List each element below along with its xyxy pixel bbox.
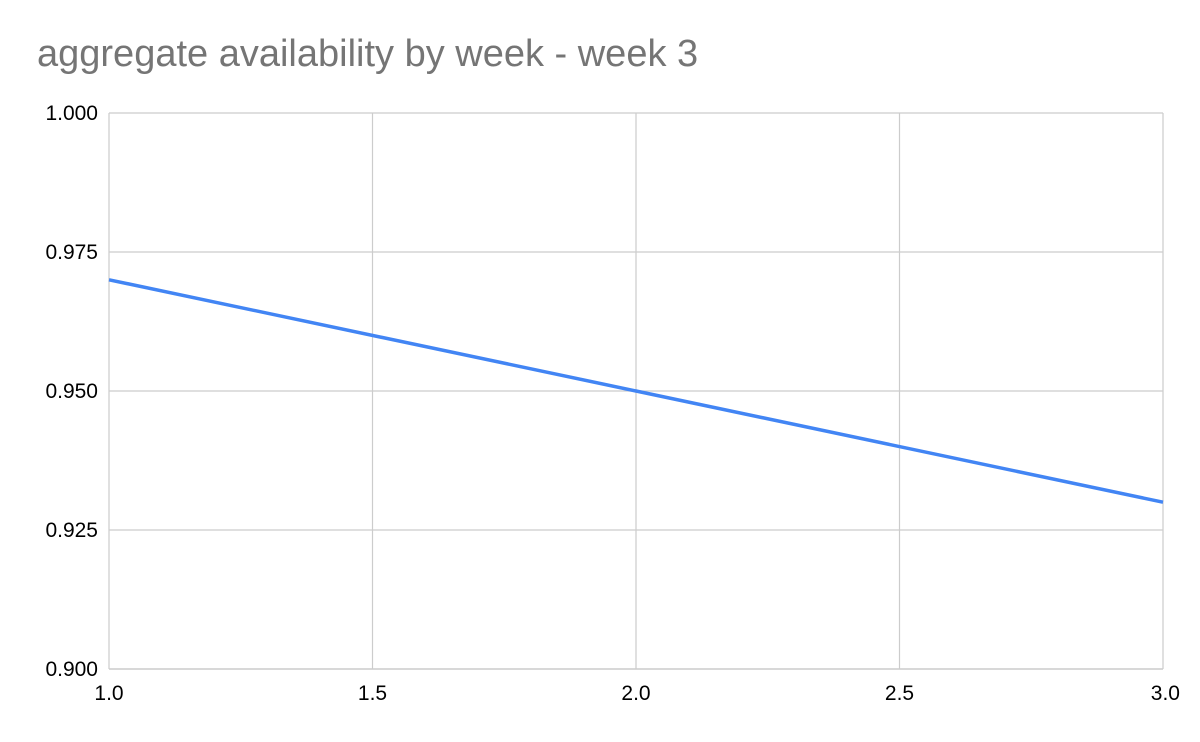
y-tick-label: 0.950 — [45, 380, 98, 403]
axis-labels: 0.900 0.925 0.950 0.975 1.000 1.0 1.5 2.0 2.5 3.0 — [45, 102, 1180, 705]
series-line — [108, 278, 1164, 504]
x-tick-label: 2.0 — [621, 682, 650, 705]
chart-title: aggregate availability by week - week 3 — [37, 33, 699, 75]
y-tick-label: 0.900 — [45, 658, 98, 681]
y-tick-label: 0.925 — [45, 519, 98, 542]
y-tick-label: 0.975 — [45, 241, 98, 264]
x-tick-label: 2.5 — [885, 682, 914, 705]
x-tick-label: 1.0 — [94, 682, 123, 705]
series-layer — [108, 278, 1164, 504]
x-tick-label: 3.0 — [1151, 682, 1180, 705]
y-tick-label: 1.000 — [45, 102, 98, 125]
x-tick-label: 1.5 — [358, 682, 387, 705]
